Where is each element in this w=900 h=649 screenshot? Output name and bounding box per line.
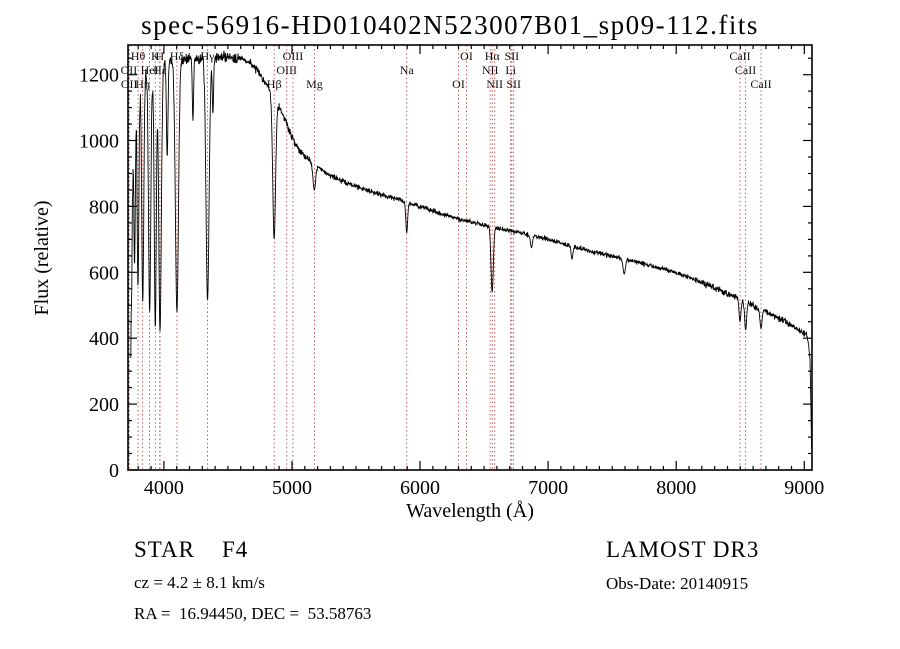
spectral-line-label: CaII [750, 77, 771, 91]
plot-area: 4000 5000 6000 7000 8000 9000 0 200 400 600 800 100… [79, 44, 824, 499]
x-tick-label: 5000 [272, 477, 312, 499]
spectral-line-label: OII [121, 77, 138, 91]
spectral-line-label: OIII [283, 49, 304, 63]
spectral-line-label: SII [506, 77, 521, 91]
spectrum-curve [130, 50, 812, 450]
spectral-line-label: Hε [153, 63, 167, 77]
spectral-line-label: Hγ [201, 49, 216, 63]
y-axis-label: Flux (relative) [31, 201, 53, 316]
x-tick-label: 4000 [144, 477, 184, 499]
obs-date-label: Obs-Date: 20140915 [606, 574, 749, 593]
spectral-line-label: Hθ [131, 49, 146, 63]
spectral-line-label: CaII [729, 49, 750, 63]
y-tick-label: 800 [89, 196, 119, 218]
radial-velocity-label: cz = 4.2 ± 8.1 km/s [134, 573, 265, 592]
spectral-line-label: OI [452, 77, 465, 91]
x-tick-label: 8000 [656, 477, 696, 499]
spectral-line-label: H [155, 49, 164, 63]
y-tick-label: 400 [89, 328, 119, 350]
spectral-line-label: Na [400, 63, 415, 77]
plot-title: spec-56916-HD010402N523007B01_sp09-112.f… [141, 10, 759, 40]
y-tick-label: 0 [109, 460, 119, 482]
spectral-line-label: OII [121, 63, 138, 77]
object-class-label: STAR F4 [134, 537, 249, 562]
spectral-line-label: OI [460, 49, 473, 63]
x-tick-label: 6000 [400, 477, 440, 499]
coordinates-label: RA = 16.94450, DEC = 53.58763 [134, 604, 372, 623]
spectral-line-label: Li [505, 63, 516, 77]
x-axis-label: Wavelength (Å) [406, 500, 534, 522]
y-tick-label: 1000 [79, 131, 119, 153]
spectral-line-label: CaII [735, 63, 756, 77]
plot-frame [127, 44, 813, 471]
spectral-line-label: K [151, 49, 160, 63]
spectral-line-label: Mg [306, 77, 323, 91]
y-tick-label: 600 [89, 262, 119, 284]
spectral-line-label: NII [482, 63, 499, 77]
y-tick-label: 200 [89, 394, 119, 416]
survey-release-label: LAMOST DR3 [606, 537, 760, 562]
spectral-line-label: Hβ [267, 77, 282, 91]
x-tick-label: 7000 [528, 477, 568, 499]
x-tick-label: 9000 [784, 477, 824, 499]
spectral-line-label: HeI [141, 63, 159, 77]
spectral-line-label: OIII [276, 63, 297, 77]
spectrum-plot: 4000 5000 6000 7000 8000 9000 0 200 400 600 800 100… [31, 44, 824, 522]
spectral-line-label: SII [504, 49, 519, 63]
spectral-line-label: Hα [485, 49, 501, 63]
spectral-line-label: Hη [135, 77, 150, 91]
spectral-line-label: NII [486, 77, 503, 91]
y-tick-label: 1200 [79, 65, 119, 87]
spectral-line-label: Hδ [170, 49, 185, 63]
